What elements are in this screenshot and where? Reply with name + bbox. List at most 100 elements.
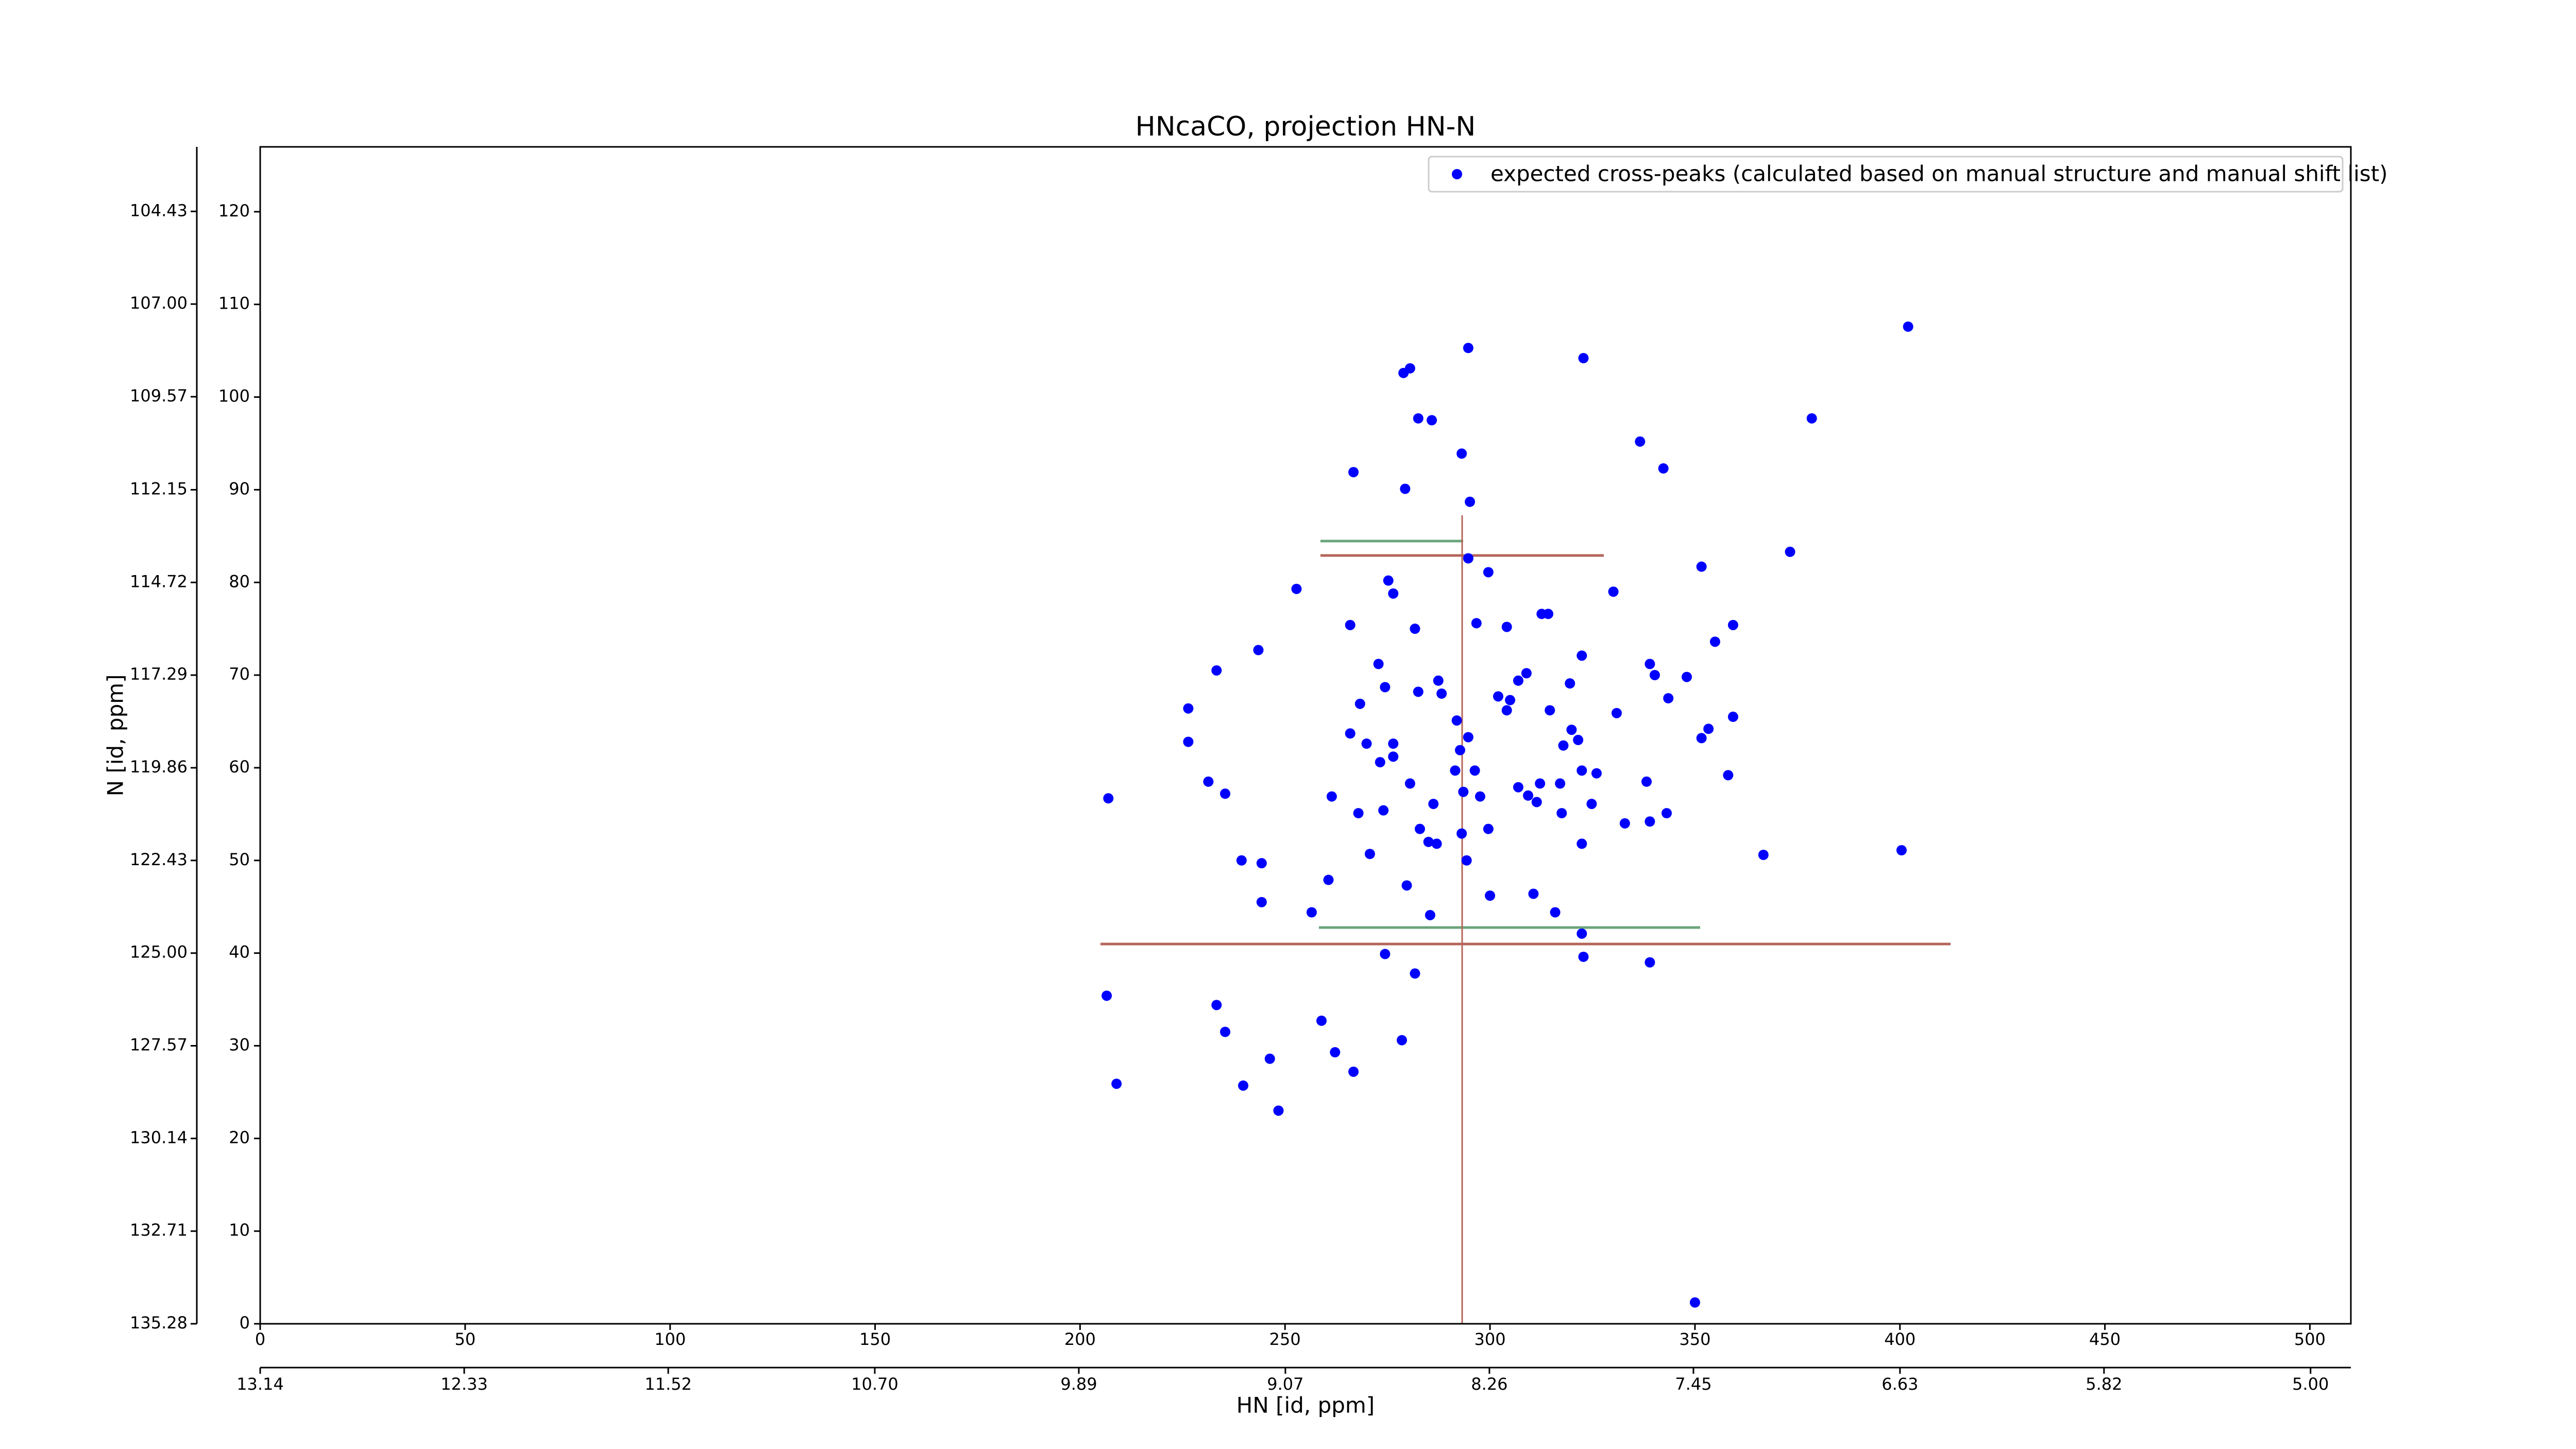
cross-peak — [1545, 705, 1555, 716]
cross-peak — [1635, 436, 1646, 447]
cross-peak — [1264, 1053, 1275, 1064]
cross-peak — [1661, 808, 1672, 819]
cross-peak — [1101, 990, 1112, 1001]
cross-peak — [1348, 1066, 1359, 1077]
cross-peak — [1211, 1000, 1222, 1010]
cross-peak — [1523, 790, 1534, 801]
cross-peak — [1183, 736, 1194, 747]
y2-tick-label: 112.15 — [130, 479, 188, 498]
cross-peak — [1388, 588, 1399, 599]
cross-peak — [1619, 818, 1630, 829]
y2-tick-label: 107.00 — [130, 293, 188, 313]
y-tick-label: 120 — [218, 201, 250, 221]
cross-peak — [1645, 816, 1655, 827]
x-tick-label: 0 — [255, 1329, 265, 1349]
cross-peak — [1427, 415, 1437, 426]
x2-tick-label: 8.26 — [1471, 1374, 1507, 1394]
cross-peak — [1578, 353, 1589, 364]
cross-peak — [1723, 770, 1734, 781]
cross-peak — [1485, 890, 1496, 901]
x-tick-label: 250 — [1269, 1329, 1301, 1349]
cross-peak — [1203, 776, 1214, 787]
cross-peak — [1461, 855, 1472, 866]
cross-peak — [1591, 768, 1602, 779]
x2-tick-label: 6.63 — [1882, 1374, 1918, 1394]
y2-tick-label: 127.57 — [130, 1035, 188, 1054]
y-tick-label: 70 — [229, 664, 250, 684]
cross-peak — [1463, 343, 1473, 353]
cross-peak — [1521, 668, 1532, 679]
cross-peak — [1326, 791, 1337, 802]
x-tick-label: 400 — [1884, 1329, 1916, 1349]
x-tick-label: 150 — [859, 1329, 891, 1349]
y2-tick-label: 132.71 — [130, 1220, 188, 1240]
legend-box — [1428, 156, 2344, 193]
cross-peak — [1573, 734, 1584, 745]
x2-tick-label: 9.89 — [1060, 1374, 1097, 1394]
cross-peak — [1423, 836, 1434, 847]
x-tick-label: 300 — [1475, 1329, 1506, 1349]
x2-tick-label: 9.07 — [1267, 1374, 1303, 1394]
cross-peak — [1436, 688, 1447, 699]
cross-peak — [1211, 665, 1222, 676]
cross-peak — [1458, 786, 1469, 797]
cross-peak — [1645, 659, 1655, 669]
cross-peak — [1513, 675, 1523, 686]
cross-peak — [1396, 1035, 1407, 1046]
cross-peak — [1375, 757, 1385, 768]
cross-peak — [1183, 703, 1194, 714]
y2-tick-label: 125.00 — [130, 942, 188, 962]
cross-peak — [1345, 619, 1355, 630]
cross-peak — [1404, 778, 1415, 789]
y-tick-label: 110 — [218, 294, 250, 313]
cross-peak — [1425, 909, 1435, 920]
cross-peak — [1641, 776, 1652, 787]
cross-peak — [1451, 715, 1462, 726]
x2-tick-label: 13.14 — [236, 1374, 284, 1394]
cross-peak — [1380, 949, 1391, 959]
cross-peak — [1463, 732, 1473, 743]
x-tick-label: 50 — [454, 1329, 476, 1349]
chart-title: HNcaCO, projection HN-N — [1136, 111, 1476, 142]
cross-peak — [1611, 707, 1622, 718]
cross-peak — [1501, 621, 1512, 632]
cross-peak — [1513, 782, 1523, 793]
cross-peak — [1608, 586, 1619, 597]
cross-peak — [1531, 797, 1542, 807]
cross-peak — [1483, 823, 1494, 834]
cross-peak — [1535, 778, 1546, 789]
cross-peak — [1253, 645, 1264, 655]
cross-peak — [1378, 805, 1389, 816]
cross-peak — [1501, 705, 1512, 716]
x-tick-label: 100 — [654, 1329, 686, 1349]
cross-peak — [1364, 849, 1375, 860]
x-tick-label: 450 — [2089, 1329, 2121, 1349]
cross-peak — [1256, 858, 1267, 869]
cross-peak — [1556, 808, 1567, 819]
y2-tick-label: 104.43 — [130, 200, 188, 220]
y2-tick-label: 109.57 — [130, 386, 188, 406]
cross-peak — [1469, 765, 1480, 776]
cross-peak — [1903, 321, 1913, 332]
cross-peak — [1558, 740, 1569, 751]
y-axis-label: N [id, ppm] — [103, 675, 128, 797]
cross-peak — [1413, 413, 1423, 424]
x-tick-label: 200 — [1064, 1329, 1096, 1349]
cross-peak — [1400, 483, 1411, 494]
x2-tick-label: 5.00 — [2292, 1374, 2329, 1394]
cross-peak — [1696, 733, 1707, 744]
cross-peak — [1566, 724, 1577, 735]
cross-peak — [1398, 367, 1409, 378]
cross-peak — [1577, 838, 1587, 849]
cross-peak — [1649, 670, 1660, 681]
x2-tick-label: 11.52 — [645, 1374, 692, 1394]
cross-peak — [1401, 880, 1412, 891]
cross-peak — [1586, 799, 1597, 810]
cross-peak — [1373, 659, 1384, 669]
cross-peak — [1238, 1080, 1249, 1091]
cross-peak — [1345, 728, 1355, 739]
y-tick-label: 40 — [229, 942, 250, 962]
cross-peak — [1348, 467, 1359, 478]
cross-peak — [1236, 855, 1247, 866]
